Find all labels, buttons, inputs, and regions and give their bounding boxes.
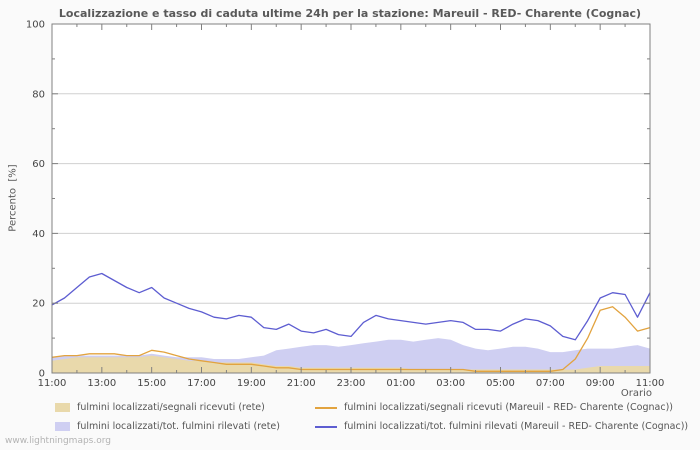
legend-label: fulmini localizzati/segnali ricevuti (re… [77,402,265,413]
legend-item: fulmini localizzati/tot. fulmini rilevat… [55,421,315,432]
x-axis-label: Orario [620,388,652,399]
x-tick-label: 21:00 [287,378,316,389]
x-tick-label: 15:00 [137,378,166,389]
legend-line-swatch [315,425,337,428]
y-tick-label: 0 [39,369,45,380]
y-tick-label: 40 [32,229,45,240]
x-tick-label: 01:00 [386,378,415,389]
x-tick-label: 05:00 [486,378,515,389]
x-tick-label: 19:00 [237,378,266,389]
plot-area [52,24,650,373]
legend-label: fulmini localizzati/tot. fulmini rilevat… [77,421,280,432]
x-tick-label: 11:00 [636,378,665,389]
chart-canvas: 0 20 40 60 80 100 11:00 13:00 15:00 17:00 19:00 21:… [26,20,665,390]
x-tick-label: 13:00 [87,378,116,389]
legend-label: fulmini localizzati/tot. fulmini rilevat… [344,421,689,432]
legend-item: fulmini localizzati/segnali ricevuti (Ma… [315,402,688,413]
x-tick-label: 11:00 [38,378,67,389]
x-tick-label: 17:00 [187,378,216,389]
x-tick-label: 07:00 [536,378,565,389]
chart-title: Localizzazione e tasso di caduta ultime … [58,7,642,20]
series-line-station-tot [51,272,651,341]
legend-item: fulmini localizzati/segnali ricevuti (re… [55,402,315,413]
y-tick-label: 20 [32,299,45,310]
legend-item: fulmini localizzati/tot. fulmini rilevat… [315,421,688,432]
x-tick-label: 03:00 [436,378,465,389]
watermark-link[interactable]: www.lightningmaps.org [5,436,111,446]
x-tick-label: 23:00 [337,378,366,389]
y-tick-label: 100 [26,20,45,31]
y-tick-label: 80 [32,89,45,100]
x-tick-label: 09:00 [586,378,615,389]
chart-legend: fulmini localizzati/segnali ricevuti (re… [55,402,688,432]
legend-area-swatch [55,403,70,412]
legend-label: fulmini localizzati/segnali ricevuti (Ma… [344,402,674,413]
y-tick-label: 60 [32,159,45,170]
legend-area-swatch [55,422,70,431]
legend-line-swatch [315,406,337,409]
